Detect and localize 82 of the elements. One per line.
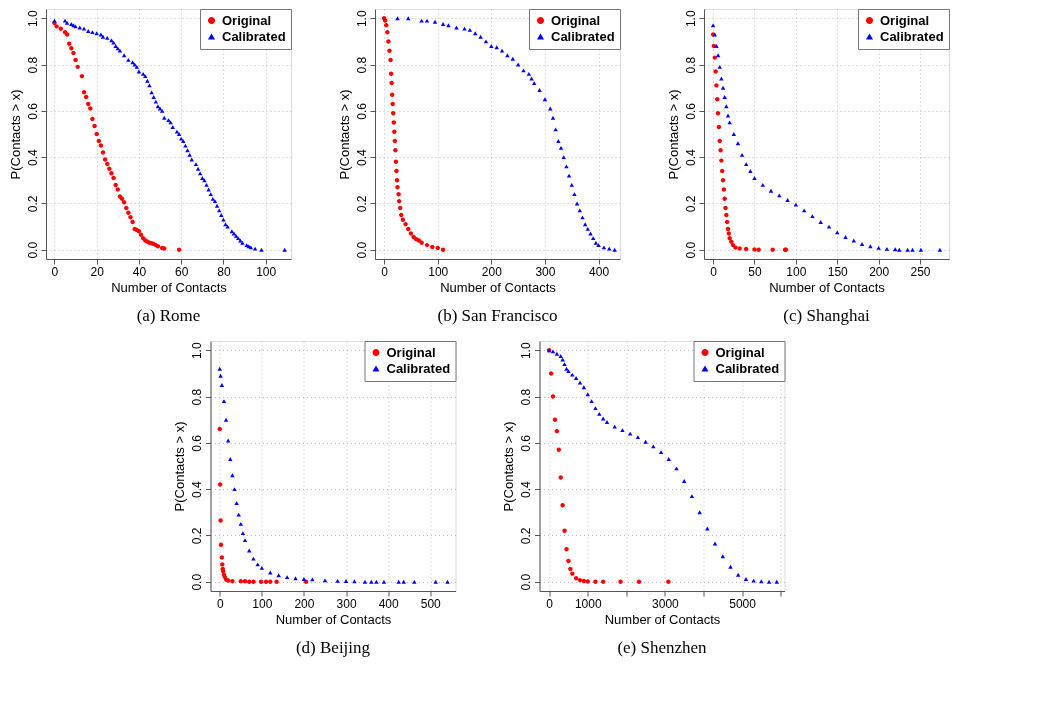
y-tick-label: 0.0 [354, 241, 369, 259]
x-tick-label: 80 [217, 264, 231, 279]
y-tick-label: 0.6 [354, 102, 369, 120]
legend-label: Original [880, 12, 930, 28]
legend-label: Original [551, 12, 601, 28]
x-tick-label: 400 [378, 596, 399, 611]
x-tick-label: 300 [336, 596, 357, 611]
y-tick-label: 0.8 [354, 56, 369, 74]
x-tick-label: 500 [420, 596, 442, 611]
x-tick-label: 400 [589, 264, 610, 279]
x-tick-label: 100 [428, 264, 449, 279]
y-tick-label: 1.0 [519, 342, 533, 360]
text: (c) Shanghai [783, 306, 870, 325]
x-tick-label: 0 [710, 264, 718, 279]
legend-label: Original [715, 344, 765, 360]
y-tick-label: 0.4 [354, 148, 369, 166]
x-axis-title: Number of Contacts [440, 279, 557, 295]
y-tick-label: 0.6 [190, 434, 204, 452]
legend-label: Calibrated [386, 360, 451, 376]
x-tick-label: 1000 [574, 596, 602, 611]
text: (e) Shenzhen [617, 638, 708, 657]
x-axis-title: Number of Contacts [769, 279, 886, 295]
y-tick-label: 0.4 [190, 480, 204, 498]
y-tick-label: 0.8 [519, 388, 533, 406]
y-tick-label: 0.6 [519, 434, 533, 452]
y-tick-label: 0.8 [190, 388, 204, 406]
y-axis-title: P(Contacts > x) [665, 89, 681, 180]
y-tick-label: 0.6 [25, 102, 40, 120]
x-axis-title: Number of Contacts [275, 611, 392, 627]
x-tick-label: 200 [294, 596, 315, 611]
legend-label: Calibrated [715, 360, 780, 376]
x-tick-label: 20 [90, 264, 105, 279]
y-tick-label: 0.0 [683, 241, 698, 259]
y-axis-title: P(Contacts > x) [7, 89, 23, 180]
x-tick-label: 50 [748, 264, 762, 279]
y-tick-label: 0.2 [683, 195, 698, 213]
y-tick-label: 0.2 [354, 195, 369, 213]
y-tick-label: 0.0 [25, 241, 40, 259]
y-tick-label: 1.0 [25, 10, 40, 28]
x-tick-label: 60 [174, 264, 189, 279]
x-tick-label: 100 [786, 264, 807, 279]
x-tick-label: 40 [132, 264, 147, 279]
x-tick-label: 5000 [729, 596, 757, 611]
y-axis-title: P(Contacts > x) [336, 89, 352, 180]
y-tick-label: 0.0 [519, 573, 533, 591]
x-tick-label: 100 [256, 264, 277, 279]
text: (a) Rome [136, 306, 201, 325]
y-tick-label: 0.4 [25, 148, 40, 166]
x-axis-title: Number of Contacts [604, 611, 721, 627]
legend-label: Original [222, 12, 272, 28]
x-tick-label: 200 [481, 264, 503, 279]
y-tick-label: 0.0 [190, 573, 204, 591]
y-tick-label: 0.2 [519, 527, 533, 545]
y-axis-title: P(Contacts > x) [501, 421, 516, 512]
x-axis-title: Number of Contacts [111, 279, 228, 295]
x-tick-label: 300 [535, 264, 556, 279]
x-tick-label: 200 [869, 264, 890, 279]
y-tick-label: 0.8 [683, 56, 698, 74]
y-tick-label: 1.0 [683, 10, 698, 28]
x-tick-label: 0 [546, 596, 554, 611]
x-tick-label: 0 [51, 264, 59, 279]
y-tick-label: 1.0 [190, 342, 204, 360]
x-tick-label: 3000 [652, 596, 680, 611]
y-axis-title: P(Contacts > x) [172, 421, 187, 512]
y-tick-label: 0.4 [683, 148, 698, 166]
legend-label: Calibrated [551, 28, 615, 44]
legend-label: Calibrated [222, 28, 286, 44]
text: (b) San Francisco [437, 306, 558, 325]
x-tick-label: 150 [827, 264, 849, 279]
y-tick-label: 0.2 [25, 195, 40, 213]
legend-label: Calibrated [880, 28, 944, 44]
x-tick-label: 100 [252, 596, 273, 611]
y-tick-label: 0.4 [519, 480, 533, 498]
y-tick-label: 0.2 [190, 527, 204, 545]
y-tick-label: 1.0 [354, 10, 369, 28]
y-tick-label: 0.8 [25, 56, 40, 74]
x-tick-label: 250 [910, 264, 931, 279]
legend-label: Original [386, 344, 436, 360]
x-tick-label: 0 [216, 596, 224, 611]
text: (d) Beijing [295, 638, 371, 657]
x-tick-label: 0 [381, 264, 389, 279]
y-tick-label: 0.6 [683, 102, 698, 120]
